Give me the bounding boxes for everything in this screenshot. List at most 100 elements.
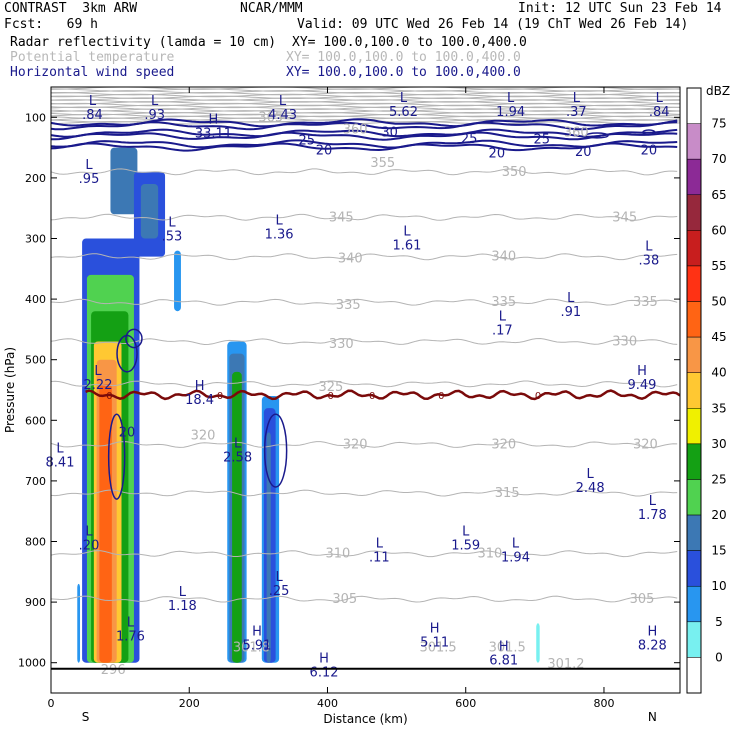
extremum-value: 8.41 [46,455,75,470]
extremum-value: .95 [79,172,100,187]
theta-isentrope-340 [51,253,678,261]
extremum-low-marker: L [275,214,283,229]
freezing-level-label: 0 [438,391,444,402]
reflectivity-column [110,147,138,215]
extremum-value: 9.49 [628,378,657,393]
wind-closed-contour [125,328,143,349]
extremum-low-marker: L [400,91,408,106]
extremum-value: 1.78 [638,508,667,523]
extremum-low-marker: L [512,537,520,552]
extremum-value: .53 [162,229,183,244]
extremum-value: 33.11 [195,126,232,141]
x-tick-label: 400 [317,697,338,710]
extremum-value: 2.48 [576,481,605,496]
wind-closed-contour [585,132,609,139]
extremum-high-marker: H [430,621,440,636]
colorbar-swatch [686,372,702,409]
x-tick-label: 600 [455,697,476,710]
colorbar-swatch [686,657,702,694]
theta-label: 325 [319,380,344,395]
colorbar-tick-label: 5 [715,615,723,629]
wind-contour-30 [51,121,678,131]
extremum-low-marker: L [94,364,102,379]
wind-contour-25 [51,128,678,138]
x-tick-label: 0 [48,697,55,710]
colorbar-swatch [686,265,702,302]
theta-label: 360 [564,125,589,140]
y-tick-label: 100 [25,111,46,124]
theta-label: 296 [101,663,126,678]
extremum-value: 2.22 [84,378,113,393]
extremum-high-marker: H [252,624,262,639]
extremum-low-marker: L [649,494,657,509]
x-tick-label: 800 [593,697,614,710]
extremum-high-marker: H [209,112,219,127]
freezing-level-label: 0 [327,391,333,402]
reflectivity-column [99,383,112,663]
theta-isentrope-310 [51,550,678,558]
field-theta: Potential temperature [10,50,175,65]
valid-time: Valid: 09 UTC Wed 26 Feb 14 (19 ChT Wed … [297,17,689,32]
extremum-value: 1.36 [265,228,294,243]
colorbar-tick-label: 15 [711,544,726,558]
theta-label: 310 [478,547,503,562]
theta-label: 330 [612,335,637,350]
reflectivity-column [174,250,181,312]
extremum-value: 5.91 [243,638,272,653]
wind-label: 30 [381,125,398,140]
extremum-value: 1.76 [116,629,145,644]
extremum-high-marker: H [319,652,329,667]
reflectivity-column [77,583,81,663]
colorbar-tick-label: 30 [711,437,726,451]
extremum-low-marker: L [56,441,64,456]
extremum-value: 5.62 [389,105,418,120]
extremum-low-marker: L [567,291,575,306]
extremum-low-marker: L [462,524,470,539]
extremum-value: 8.28 [638,638,667,653]
extremum-low-marker: L [279,94,287,109]
wind-contour-20 [51,139,678,149]
theta-label: 335 [491,295,516,310]
theta-upper-line [51,93,680,98]
extremum-value: 6.81 [489,654,518,669]
extremum-low-marker: L [499,309,507,324]
theta-label: 340 [338,251,363,266]
y-tick-label: 500 [25,354,46,367]
extremum-low-marker: L [89,94,97,109]
theta-isentrope-335 [51,298,678,306]
colorbar-tick-label: 0 [715,650,723,664]
theta-label: 305 [630,592,655,607]
extremum-low-marker: L [587,467,595,482]
theta-label: 355 [370,156,395,171]
reflectivity-column [536,623,540,663]
wind-label: 20 [316,144,333,159]
freezing-level-label: 0 [369,391,375,402]
extremum-value: .93 [144,108,165,123]
theta-isentrope-305 [51,595,678,603]
theta-label: 345 [612,210,637,225]
freezing-level-label: 0 [217,391,223,402]
extremum-high-marker: H [499,640,509,655]
extremum-low-marker: L [127,615,135,630]
theta-label: 315 [495,486,520,501]
colorbar-unit: dBZ [706,84,730,98]
freezing-level-label: 0 [535,391,541,402]
colorbar-tick-label: 70 [711,152,726,166]
wind-label: 20 [119,425,136,440]
wind-label: 20 [641,144,658,159]
north-end-label: N [648,710,657,724]
theta-label: 335 [633,295,658,310]
theta-label: 305 [332,592,357,607]
field-wind: Horizontal wind speed [10,65,175,80]
colorbar-swatch [686,621,702,658]
extremum-value: 1.61 [392,238,421,253]
extremum-value: 1.59 [451,538,480,553]
theta-label: 340 [491,250,516,265]
extremum-low-marker: L [275,570,283,585]
extremum-low-marker: L [376,537,384,552]
extremum-value: .84 [82,108,103,123]
wind-contour-30 [51,118,678,128]
theta-isentrope-320 [51,441,678,449]
extremum-low-marker: L [179,585,187,600]
extremum-low-marker: L [573,91,581,106]
